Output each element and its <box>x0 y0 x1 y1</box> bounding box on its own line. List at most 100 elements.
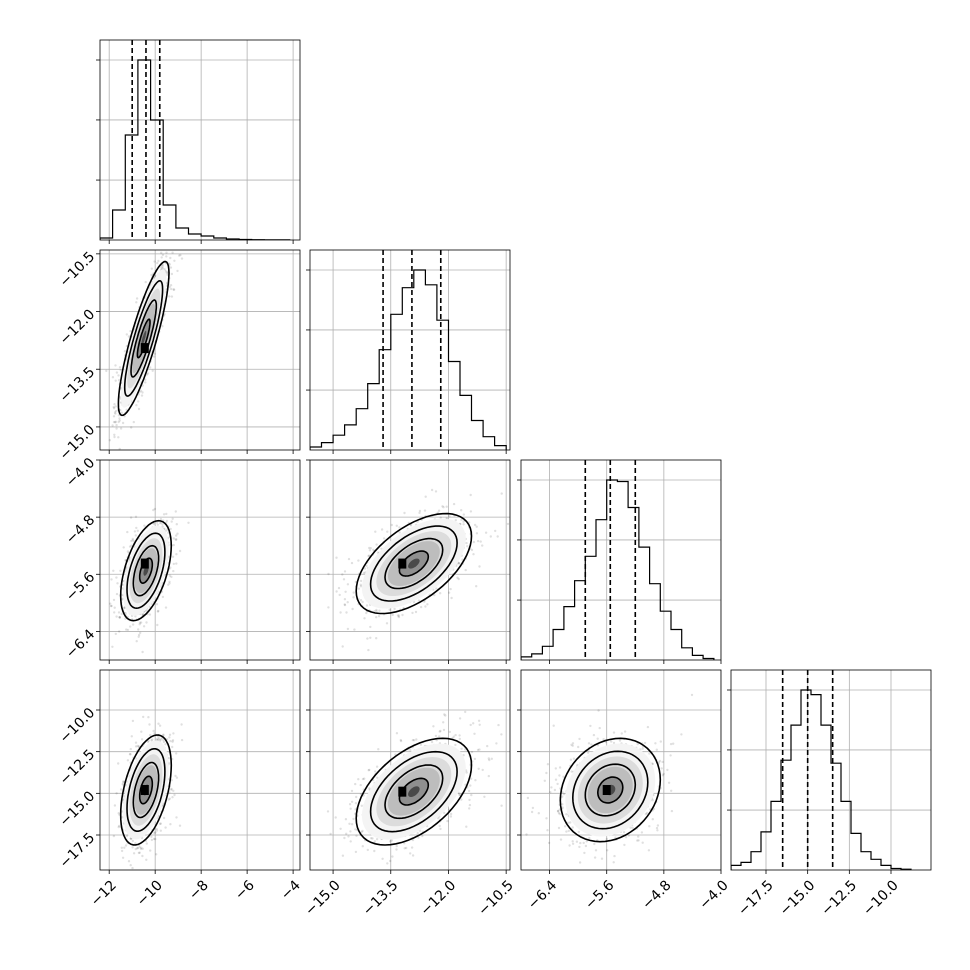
scatter-point <box>175 752 178 755</box>
scatter-point <box>465 771 468 774</box>
scatter-point <box>369 636 372 639</box>
panel-3-2: −6.4 −5.6 −4.8 −4.0 <box>517 669 732 913</box>
panel-1-0: −15.0−13.5−12.0−10.5 <box>57 223 301 464</box>
scatter-point <box>122 780 125 783</box>
scatter-point <box>129 747 132 751</box>
x-tick-label: −8 <box>186 877 212 903</box>
scatter-point <box>545 771 548 775</box>
scatter-point <box>112 415 116 418</box>
scatter-point <box>438 824 441 828</box>
scatter-point <box>350 561 354 565</box>
scatter-point <box>171 740 174 743</box>
scatter-point <box>452 502 456 506</box>
scatter-point <box>344 590 347 593</box>
scatter-point <box>596 737 599 740</box>
scatter-point <box>478 723 481 726</box>
scatter-point <box>118 366 122 369</box>
contour-3 <box>119 519 173 622</box>
scatter-point <box>153 831 156 835</box>
scatter-point <box>117 824 121 828</box>
scatter-point <box>125 834 129 838</box>
panel-2-2 <box>517 459 722 664</box>
scatter-point <box>148 613 152 616</box>
scatter-point <box>110 604 113 608</box>
scatter-point <box>114 409 118 413</box>
scatter-point <box>134 745 138 748</box>
scatter-point <box>399 738 402 742</box>
scatter-point <box>166 223 168 225</box>
x-tick-label: −10 <box>134 877 166 909</box>
scatter-point <box>137 745 140 748</box>
scatter-point <box>155 521 159 524</box>
scatter-point <box>115 427 118 430</box>
scatter-point <box>134 515 138 518</box>
scatter-point <box>475 585 478 588</box>
scatter-point <box>442 728 446 732</box>
scatter-point <box>388 608 391 611</box>
scatter-point <box>374 530 377 533</box>
scatter-point <box>158 724 162 727</box>
y-tick-label: −15.0 <box>57 422 99 464</box>
scatter-point <box>354 782 357 786</box>
scatter-point <box>373 609 376 613</box>
scatter-point <box>178 549 182 553</box>
scatter-point <box>121 782 124 786</box>
scatter-point <box>475 532 479 535</box>
scatter-point <box>141 650 144 654</box>
contour-0 <box>398 777 430 806</box>
scatter-point <box>354 808 357 811</box>
scatter-point <box>138 623 141 626</box>
scatter-point <box>478 565 481 568</box>
scatter-point <box>162 740 166 744</box>
scatter-point <box>469 510 473 513</box>
scatter-point <box>467 789 471 793</box>
scatter-point <box>117 379 121 382</box>
scatter-point <box>137 407 141 411</box>
scatter-point <box>395 732 399 735</box>
scatter-point <box>136 847 139 850</box>
scatter-point <box>156 610 160 613</box>
scatter-point <box>338 593 341 597</box>
scatter-point <box>454 519 457 522</box>
scatter-point <box>469 723 472 727</box>
scatter-point <box>149 849 152 852</box>
scatter-point <box>369 547 372 550</box>
panel-0-0 <box>96 39 301 244</box>
scatter-point <box>151 738 154 741</box>
scatter-point <box>169 823 172 826</box>
scatter-point <box>403 847 406 850</box>
scatter-point <box>149 366 152 369</box>
scatter-point <box>341 645 344 648</box>
scatter-point <box>112 569 115 572</box>
scatter-point <box>365 564 368 568</box>
scatter-point <box>173 259 176 262</box>
scatter-point <box>134 615 137 618</box>
scatter-point <box>157 722 160 725</box>
scatter-point <box>133 530 137 533</box>
scatter-point <box>403 511 406 515</box>
scatter-point <box>159 822 162 826</box>
panel-content <box>310 250 510 450</box>
scatter-point <box>377 615 381 618</box>
scatter-point <box>458 734 461 737</box>
scatter-point <box>377 748 380 751</box>
scatter-point <box>143 524 146 527</box>
scatter-point <box>385 622 389 625</box>
scatter-point <box>174 510 177 513</box>
scatter-point <box>117 812 120 815</box>
scatter-point <box>409 524 413 527</box>
scatter-point <box>474 779 477 782</box>
scatter-point <box>129 625 132 628</box>
scatter-point <box>417 599 421 602</box>
scatter-point <box>443 811 446 815</box>
scatter-point <box>131 839 134 843</box>
scatter-point <box>130 426 133 429</box>
scatter-point <box>165 512 168 516</box>
scatter-point <box>418 509 422 513</box>
scatter-point <box>113 611 116 614</box>
scatter-point <box>165 246 167 248</box>
scatter-point <box>155 829 159 832</box>
density-peak <box>140 785 149 795</box>
scatter-point <box>114 379 117 382</box>
scatter-point <box>118 419 121 422</box>
